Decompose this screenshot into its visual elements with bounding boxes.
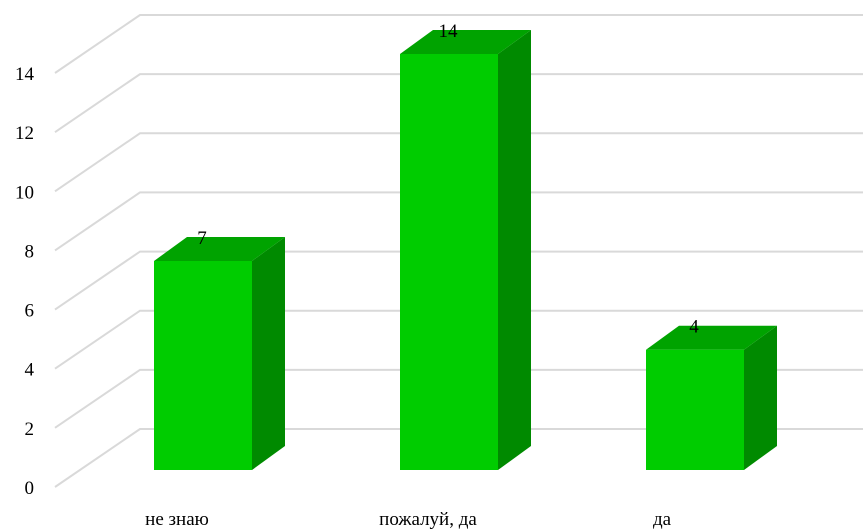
y-tick-label: 2 xyxy=(25,419,35,440)
bar xyxy=(646,325,777,470)
gridline xyxy=(54,73,863,133)
data-label: 4 xyxy=(689,317,699,338)
bar-side xyxy=(498,30,531,470)
y-tick-label: 0 xyxy=(25,478,35,499)
gridlines xyxy=(54,14,863,488)
bar-front xyxy=(154,261,252,470)
y-tick-label: 6 xyxy=(25,301,35,322)
bar-top xyxy=(646,325,777,350)
bars: 7 14 4 xyxy=(154,21,777,470)
y-tick-label: 4 xyxy=(25,360,35,381)
bar-front xyxy=(646,349,744,470)
y-tick-label: 8 xyxy=(25,241,35,262)
x-category-label: да xyxy=(653,509,672,529)
y-tick-label: 10 xyxy=(15,182,34,203)
bar-top xyxy=(400,30,531,54)
data-label: 14 xyxy=(439,21,459,42)
x-category-label: пожалуй, да xyxy=(379,509,477,529)
y-tick-label: 12 xyxy=(15,123,34,144)
y-tick-label: 14 xyxy=(15,64,35,85)
gridline xyxy=(54,250,863,311)
gridline xyxy=(54,191,863,252)
gridline xyxy=(54,428,863,488)
gridline xyxy=(54,309,863,370)
bar-side xyxy=(744,325,777,470)
bar-side xyxy=(252,237,285,470)
x-category-label: не знаю xyxy=(145,509,209,529)
gridline xyxy=(54,368,863,429)
y-axis-ticks: 0 2 4 6 8 10 12 14 xyxy=(15,64,35,499)
bar xyxy=(400,30,531,470)
gridline xyxy=(54,132,863,193)
bar-front xyxy=(400,54,498,470)
bar-top xyxy=(154,237,285,261)
gridline xyxy=(54,14,863,74)
x-axis-labels: не знаю пожалуй, да да xyxy=(145,509,671,529)
data-label: 7 xyxy=(197,228,207,249)
bar xyxy=(154,237,285,470)
